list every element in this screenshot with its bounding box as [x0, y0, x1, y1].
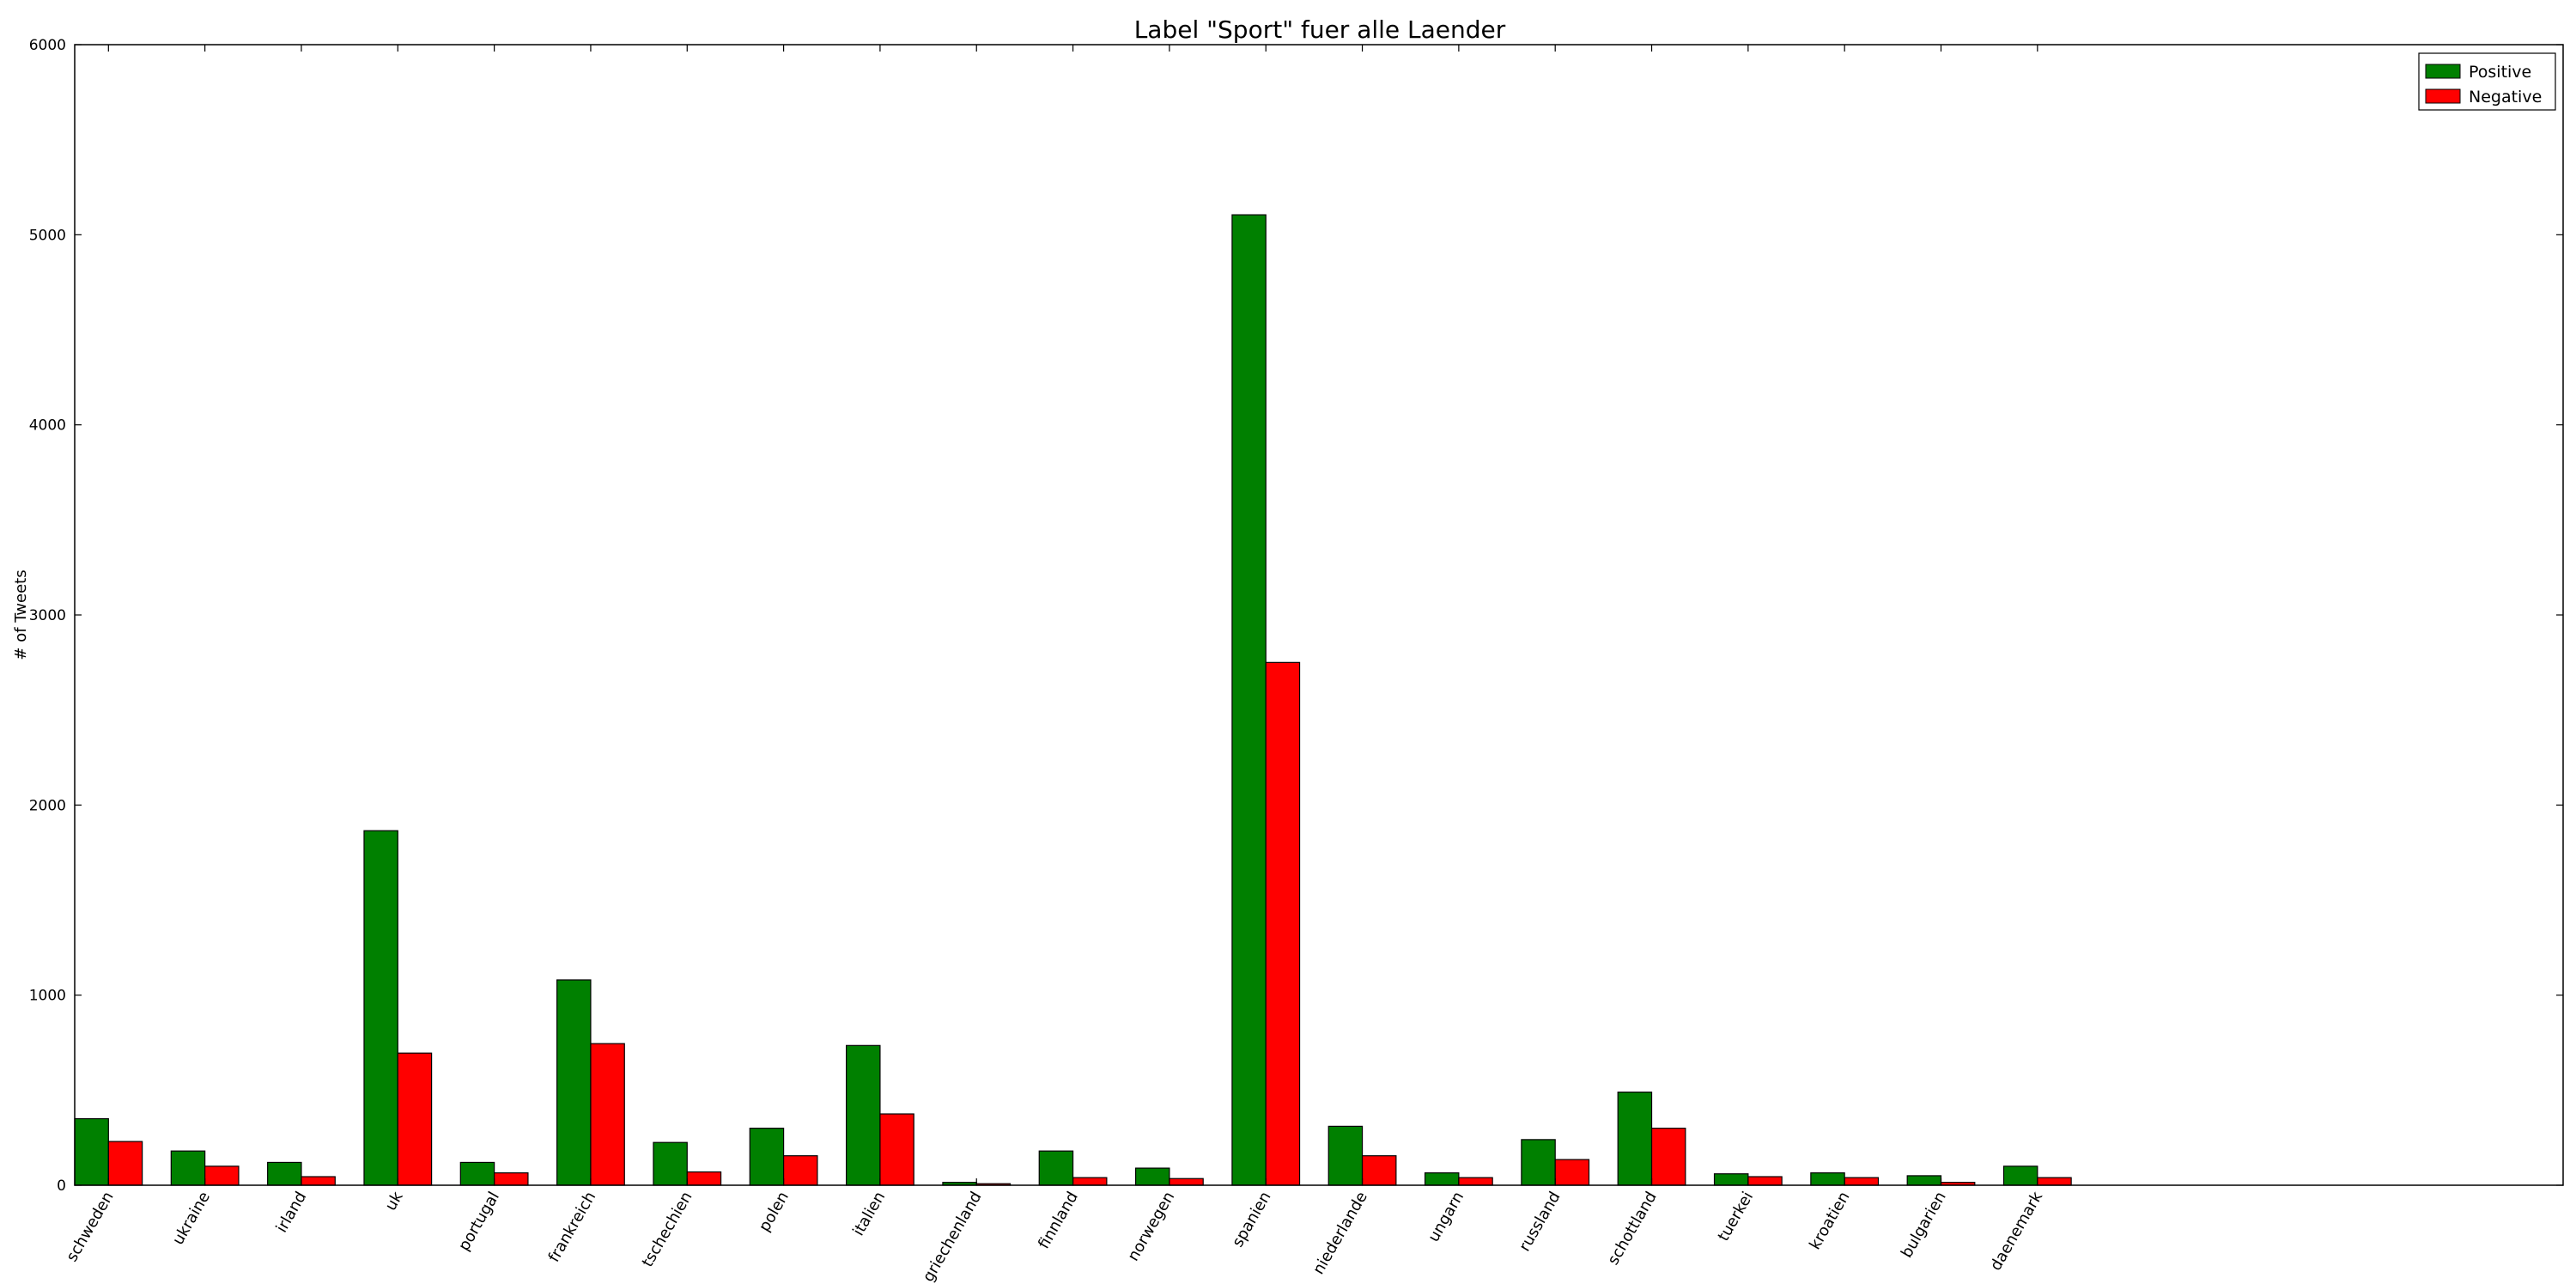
- legend-label-positive: Positive: [2469, 63, 2531, 82]
- bar-positive-polen: [749, 1127, 785, 1186]
- bar-positive-finnland: [1038, 1150, 1074, 1186]
- bar-positive-niederlande: [1327, 1125, 1364, 1186]
- y-tick-label-2000: 2000: [29, 797, 66, 814]
- legend: Positive Negative: [2418, 52, 2556, 111]
- bar-positive-russland: [1521, 1139, 1556, 1186]
- bar-negative-niederlande: [1361, 1155, 1397, 1186]
- bar-positive-frankreich: [556, 979, 592, 1186]
- bar-negative-spanien: [1265, 661, 1301, 1186]
- y-tick-label-4000: 4000: [29, 417, 66, 435]
- bar-positive-tuerkei: [1713, 1173, 1749, 1186]
- bar-negative-schottland: [1650, 1127, 1686, 1186]
- y-tick-label-6000: 6000: [29, 37, 66, 54]
- bar-negative-kroatien: [1844, 1177, 1880, 1186]
- bar-negative-irland: [301, 1176, 336, 1186]
- bar-positive-norwegen: [1134, 1167, 1170, 1186]
- bar-negative-polen: [782, 1155, 818, 1186]
- bar-positive-irland: [267, 1161, 302, 1186]
- bar-negative-portugal: [494, 1172, 529, 1186]
- bar-positive-portugal: [459, 1161, 495, 1186]
- bar-negative-norwegen: [1169, 1178, 1204, 1186]
- y-tick-label-3000: 3000: [29, 607, 66, 624]
- bar-positive-ukraine: [170, 1150, 206, 1186]
- bar-negative-tuerkei: [1747, 1176, 1783, 1186]
- legend-label-negative: Negative: [2469, 88, 2542, 106]
- bar-negative-schweden: [107, 1141, 143, 1186]
- bar-positive-ungarn: [1424, 1172, 1460, 1186]
- bar-positive-bulgarien: [1906, 1175, 1942, 1186]
- y-tick-label-1000: 1000: [29, 988, 66, 1005]
- plot-area-frame: [74, 44, 2564, 1186]
- bar-negative-finnland: [1072, 1177, 1108, 1186]
- bar-positive-spanien: [1231, 214, 1267, 1186]
- bar-negative-italien: [879, 1113, 914, 1186]
- y-axis-label: # of Tweets: [12, 569, 30, 660]
- bar-positive-kroatien: [1810, 1172, 1845, 1186]
- bar-positive-daenemark: [2002, 1165, 2038, 1186]
- bar-negative-russland: [1554, 1159, 1590, 1186]
- bar-negative-uk: [397, 1052, 433, 1186]
- bar-negative-ungarn: [1458, 1177, 1493, 1186]
- bar-positive-italien: [846, 1044, 881, 1186]
- legend-swatch-positive: [2425, 64, 2461, 79]
- bar-negative-frankreich: [590, 1043, 625, 1186]
- chart-title: Label "Sport" fuer alle Laender: [1134, 15, 1506, 44]
- y-axis-ticks: 0 1000 2000 3000 4000 5000 6000: [29, 37, 2563, 1195]
- legend-swatch-negative: [2425, 88, 2461, 104]
- bar-positive-uk: [363, 830, 398, 1186]
- bar-positive-tschechien: [653, 1141, 688, 1186]
- bar-negative-daenemark: [2037, 1177, 2072, 1186]
- bar-negative-ukraine: [204, 1165, 240, 1186]
- bar-negative-tschechien: [686, 1171, 722, 1186]
- y-tick-label-0: 0: [57, 1178, 66, 1195]
- y-tick-label-5000: 5000: [29, 227, 66, 244]
- bar-positive-schweden: [74, 1117, 109, 1186]
- bar-positive-schottland: [1617, 1091, 1653, 1186]
